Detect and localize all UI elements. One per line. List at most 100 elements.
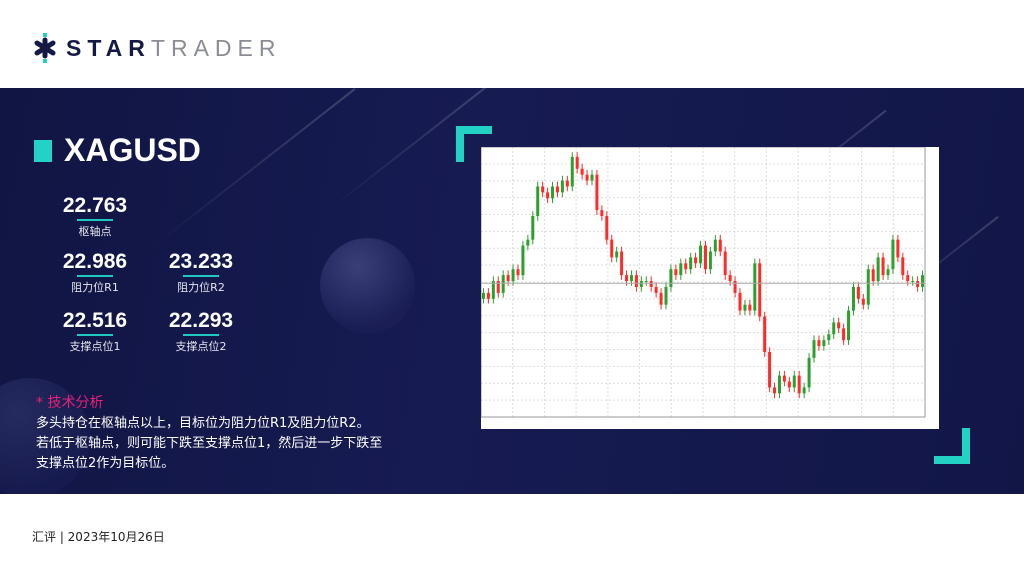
- candle: [753, 263, 757, 311]
- r2-level: 23.233 阻力位R2: [168, 250, 234, 294]
- brand-part1: STAR: [66, 34, 151, 61]
- brand-part2: TRADER: [150, 34, 282, 61]
- candle: [526, 239, 530, 246]
- candle: [649, 281, 653, 287]
- candle: [531, 216, 535, 240]
- candle: [921, 275, 925, 287]
- candle: [546, 192, 550, 199]
- candle: [871, 269, 875, 282]
- candle: [555, 186, 559, 193]
- candle: [521, 245, 525, 276]
- candle: [817, 340, 821, 347]
- candle: [516, 269, 520, 276]
- candle: [797, 375, 801, 394]
- candle: [620, 251, 624, 276]
- candle: [669, 269, 673, 287]
- candle: [851, 286, 855, 311]
- candle: [644, 281, 648, 283]
- candle: [911, 281, 915, 283]
- candle: [634, 275, 638, 287]
- candle: [906, 275, 910, 282]
- candle: [501, 275, 505, 293]
- candle: [832, 322, 836, 335]
- candle: [580, 168, 584, 175]
- candle: [585, 174, 589, 181]
- candle: [511, 269, 515, 282]
- star-logo-icon: [34, 33, 56, 63]
- candle: [713, 239, 717, 252]
- candle: [575, 156, 579, 169]
- candle: [773, 387, 777, 394]
- candle: [625, 275, 629, 282]
- candle: [590, 174, 594, 181]
- candle: [856, 286, 860, 299]
- candle: [481, 292, 485, 299]
- header: STARTRADER: [0, 0, 1024, 88]
- candle: [723, 251, 727, 276]
- candle: [792, 375, 796, 388]
- candle: [496, 281, 500, 293]
- r1-level: 22.986 阻力位R1: [62, 250, 128, 294]
- candle: [891, 239, 895, 270]
- candle: [743, 304, 747, 311]
- candle: [570, 156, 574, 187]
- candle: [812, 340, 816, 358]
- candle: [694, 257, 698, 264]
- candle: [639, 281, 643, 287]
- candle: [728, 275, 732, 282]
- candle: [758, 263, 762, 317]
- candle: [738, 292, 742, 311]
- candle: [689, 257, 693, 270]
- startrader-logo: STARTRADER: [32, 33, 281, 63]
- candle: [679, 263, 683, 276]
- corner-decoration: [934, 456, 970, 464]
- candle: [827, 334, 831, 341]
- candle: [551, 186, 555, 199]
- candle: [654, 286, 658, 293]
- candle: [876, 257, 880, 282]
- pivot-level: 22.763 枢轴点: [62, 194, 128, 238]
- candle: [802, 387, 806, 394]
- candle: [787, 381, 791, 388]
- candle: [703, 245, 707, 270]
- candle: [629, 275, 633, 282]
- candle: [506, 275, 510, 282]
- candle: [842, 328, 846, 341]
- candle: [866, 269, 870, 305]
- candle: [491, 281, 495, 299]
- analysis-text: 多头持仓在枢轴点以上，目标位为阻力位R1及阻力位R2。 若低于枢轴点，则可能下跌至…: [36, 416, 383, 471]
- candle: [837, 322, 841, 329]
- candle: [896, 239, 900, 258]
- analysis-title: * 技术分析: [36, 395, 104, 411]
- candle: [565, 180, 569, 187]
- hero-banner: XAGUSD 22.763 枢轴点 22.986 阻力位R1 23.233 阻力位R2…: [0, 88, 1024, 494]
- symbol-title: XAGUSD: [64, 132, 201, 168]
- footer-date: 汇评 | 2023年10月26日: [32, 530, 165, 544]
- candle: [560, 180, 564, 193]
- candle: [807, 357, 811, 388]
- candle: [881, 257, 885, 276]
- candle: [777, 375, 781, 394]
- candle: [847, 310, 851, 341]
- candle: [822, 340, 826, 347]
- candle: [718, 239, 722, 252]
- candle: [486, 292, 490, 299]
- candle: [699, 245, 703, 264]
- candle: [861, 298, 865, 305]
- s2-level: 22.293 支撑点位2: [168, 309, 234, 353]
- candle: [916, 281, 920, 287]
- candle: [901, 257, 905, 276]
- candle: [782, 375, 786, 382]
- candle: [595, 174, 599, 211]
- candle: [768, 351, 772, 388]
- candle: [748, 304, 752, 311]
- candle: [536, 186, 540, 217]
- candle: [664, 286, 668, 305]
- candle: [541, 186, 545, 193]
- candle: [659, 292, 663, 305]
- candle: [600, 210, 604, 217]
- plot-frame: [480, 146, 926, 418]
- corner-decoration: [456, 126, 492, 134]
- candle: [708, 251, 712, 270]
- candle: [763, 316, 767, 352]
